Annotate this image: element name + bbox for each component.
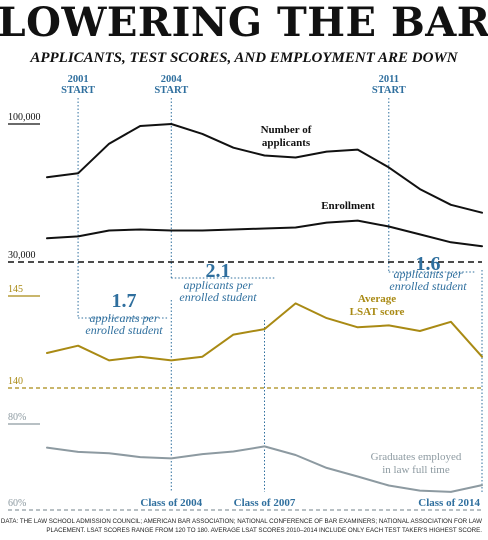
series-label-employment: Graduates employed in law full time <box>371 451 462 476</box>
ratio-value-3: 1.6 <box>416 253 441 275</box>
chart-title: LOWERING THE BAR <box>0 0 488 46</box>
chart-subtitle: APPLICANTS, TEST SCORES, AND EMPLOYMENT … <box>29 50 458 66</box>
applicants-axis-label-bottom: 30,000 <box>8 250 36 261</box>
axes-layer: 100,000 30,000 145 140 80% 60% <box>8 112 482 511</box>
source-note-line-2: PLACEMENT. LSAT SCORES RANGE FROM 120 TO… <box>46 527 482 534</box>
series-line-number-of-applicants <box>46 123 483 214</box>
start-marker-2001: 2001 START <box>61 74 95 96</box>
annotation-layer: Number of applicants Enrollment Average LSAT… <box>61 74 480 509</box>
source-note-line-1: DATA: THE LAW SCHOOL ADMISSION COUNCIL; … <box>1 518 482 525</box>
series-label-applicants: Number of applicants <box>261 124 312 149</box>
class-label-2004: Class of 2004 <box>140 497 202 509</box>
ratio-text-1: applicants per enrolled student <box>85 311 163 337</box>
employment-axis-label-top: 80% <box>8 412 26 423</box>
start-marker-2011: 2011 START <box>372 74 406 96</box>
series-line-graduates-employed-in-law-full-time <box>46 445 483 493</box>
series-line-average-lsat-score <box>46 302 483 362</box>
ratio-value-1: 1.7 <box>112 290 137 312</box>
applicants-axis-label-top: 100,000 <box>8 112 41 123</box>
guides-layer <box>77 98 483 492</box>
start-marker-2004: 2004 START <box>154 74 188 96</box>
ratio-text-2: applicants per enrolled student <box>179 278 257 304</box>
employment-axis-label-bottom: 60% <box>8 498 26 509</box>
ratio-value-2: 2.1 <box>206 260 231 282</box>
class-label-2007: Class of 2007 <box>234 497 296 509</box>
series-layer <box>46 123 483 493</box>
lsat-axis-label-bottom: 140 <box>8 376 23 387</box>
lsat-axis-label-top: 145 <box>8 284 23 295</box>
series-line-enrollment <box>46 219 483 248</box>
series-label-enrollment: Enrollment <box>321 200 375 212</box>
series-label-lsat: Average LSAT score <box>350 293 405 318</box>
class-label-2014: Class of 2014 <box>418 497 480 509</box>
ratio-text-3: applicants per enrolled student <box>389 267 467 293</box>
